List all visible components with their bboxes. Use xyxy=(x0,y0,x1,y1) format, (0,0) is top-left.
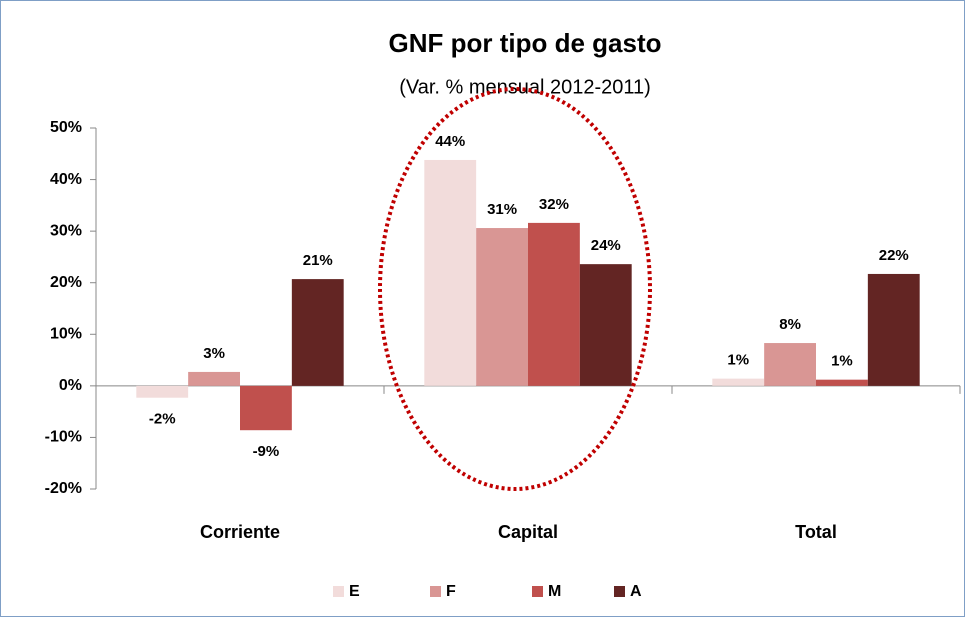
bar xyxy=(712,378,765,386)
bar xyxy=(528,222,580,386)
value-label: 44% xyxy=(435,133,465,150)
bar xyxy=(816,379,868,386)
x-tick-label: Total xyxy=(795,522,837,542)
value-label: 3% xyxy=(203,345,225,362)
value-label: -2% xyxy=(149,411,176,428)
annotation-ellipse xyxy=(378,87,652,491)
legend-label: E xyxy=(349,583,360,600)
y-tick-label: 0% xyxy=(59,377,82,394)
bar xyxy=(424,159,477,386)
bar xyxy=(240,385,292,431)
legend-swatch xyxy=(532,586,543,597)
y-tick-label: 30% xyxy=(50,222,82,239)
value-label: 31% xyxy=(487,201,517,218)
bar xyxy=(579,264,632,386)
legend-swatch xyxy=(333,586,344,597)
value-label: 21% xyxy=(303,252,333,269)
chart-title: GNF por tipo de gasto xyxy=(389,28,662,58)
legend-label: A xyxy=(630,583,642,600)
legend-swatch xyxy=(614,586,625,597)
y-tick-label: -20% xyxy=(45,480,82,497)
bar xyxy=(136,385,189,398)
legend-label: F xyxy=(446,583,456,600)
y-tick-label: 10% xyxy=(50,326,82,343)
bar xyxy=(476,228,528,386)
value-label: -9% xyxy=(253,443,280,460)
y-tick-label: -10% xyxy=(45,429,82,446)
bar xyxy=(291,279,344,386)
value-label: 1% xyxy=(727,352,749,369)
bar xyxy=(764,343,816,386)
value-label: 8% xyxy=(779,316,801,333)
chart-subtitle: (Var. % mensual 2012-2011) xyxy=(399,76,651,98)
value-label: 22% xyxy=(879,247,909,264)
legend-label: M xyxy=(548,583,561,600)
y-tick-label: 20% xyxy=(50,274,82,291)
bar xyxy=(867,273,920,386)
value-label: 24% xyxy=(591,237,621,254)
value-label: 1% xyxy=(831,353,853,370)
legend-swatch xyxy=(430,586,441,597)
x-tick-label: Corriente xyxy=(200,522,280,542)
x-tick-label: Capital xyxy=(498,522,558,542)
value-label: 32% xyxy=(539,196,569,213)
y-tick-label: 40% xyxy=(50,171,82,188)
bar xyxy=(188,371,240,386)
y-tick-label: 50% xyxy=(50,119,82,136)
